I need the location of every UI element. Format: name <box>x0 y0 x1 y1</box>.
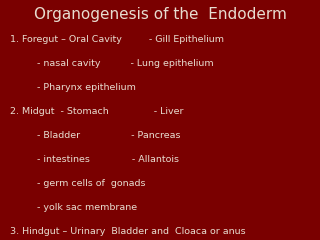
Text: - Pharynx epithelium: - Pharynx epithelium <box>10 83 135 92</box>
Text: 2. Midgut  - Stomach               - Liver: 2. Midgut - Stomach - Liver <box>10 107 183 116</box>
Text: - intestines              - Allantois: - intestines - Allantois <box>10 155 179 164</box>
Text: - germ cells of  gonads: - germ cells of gonads <box>10 179 145 188</box>
Text: 1. Foregut – Oral Cavity         - Gill Epithelium: 1. Foregut – Oral Cavity - Gill Epitheli… <box>10 35 224 44</box>
Text: - nasal cavity          - Lung epithelium: - nasal cavity - Lung epithelium <box>10 59 213 68</box>
Text: 3. Hindgut – Urinary  Bladder and  Cloaca or anus: 3. Hindgut – Urinary Bladder and Cloaca … <box>10 227 245 236</box>
Text: Organogenesis of the  Endoderm: Organogenesis of the Endoderm <box>34 7 286 22</box>
Text: - yolk sac membrane: - yolk sac membrane <box>10 203 137 212</box>
Text: - Bladder                 - Pancreas: - Bladder - Pancreas <box>10 131 180 140</box>
